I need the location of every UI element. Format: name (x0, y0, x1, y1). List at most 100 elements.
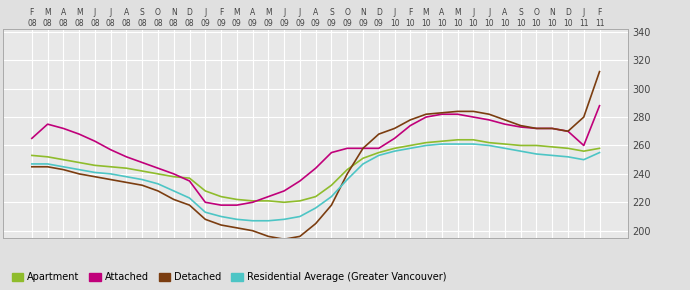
Apartment (564, 146, 572, 150)
Attached (154, 166, 162, 170)
Residential Average (Greater Vancouver) (43, 162, 52, 166)
Detached (375, 132, 383, 136)
Attached (359, 146, 367, 150)
Detached (564, 130, 572, 133)
Detached (248, 229, 257, 233)
Residential Average (Greater Vancouver) (106, 172, 115, 176)
Detached (327, 203, 335, 207)
Detached (485, 113, 493, 116)
Apartment (154, 172, 162, 176)
Attached (28, 137, 36, 140)
Apartment (391, 146, 399, 150)
Line: Apartment: Apartment (32, 140, 600, 202)
Apartment (532, 144, 540, 147)
Apartment (248, 199, 257, 203)
Attached (564, 130, 572, 133)
Residential Average (Greater Vancouver) (437, 142, 446, 146)
Attached (391, 137, 399, 140)
Residential Average (Greater Vancouver) (359, 162, 367, 166)
Apartment (375, 151, 383, 154)
Residential Average (Greater Vancouver) (391, 149, 399, 153)
Residential Average (Greater Vancouver) (501, 146, 509, 150)
Apartment (233, 198, 241, 201)
Detached (406, 118, 415, 122)
Attached (469, 115, 477, 119)
Attached (406, 124, 415, 127)
Detached (201, 218, 210, 221)
Apartment (138, 169, 146, 173)
Detached (501, 118, 509, 122)
Detached (280, 238, 288, 241)
Apartment (595, 146, 604, 150)
Apartment (43, 155, 52, 159)
Detached (453, 110, 462, 113)
Detached (437, 111, 446, 115)
Apartment (106, 165, 115, 168)
Detached (186, 203, 194, 207)
Attached (548, 127, 556, 130)
Detached (28, 165, 36, 168)
Line: Attached: Attached (32, 106, 600, 205)
Residential Average (Greater Vancouver) (469, 142, 477, 146)
Residential Average (Greater Vancouver) (532, 152, 540, 156)
Detached (59, 168, 68, 171)
Residential Average (Greater Vancouver) (217, 215, 225, 218)
Residential Average (Greater Vancouver) (453, 142, 462, 146)
Apartment (28, 154, 36, 157)
Detached (595, 70, 604, 73)
Attached (217, 203, 225, 207)
Residential Average (Greater Vancouver) (28, 162, 36, 166)
Attached (43, 122, 52, 126)
Residential Average (Greater Vancouver) (201, 211, 210, 214)
Detached (106, 178, 115, 181)
Attached (170, 172, 178, 176)
Residential Average (Greater Vancouver) (312, 206, 320, 210)
Attached (296, 179, 304, 183)
Apartment (296, 199, 304, 203)
Apartment (122, 166, 130, 170)
Detached (422, 113, 430, 116)
Residential Average (Greater Vancouver) (186, 196, 194, 200)
Residential Average (Greater Vancouver) (91, 171, 99, 174)
Apartment (201, 189, 210, 193)
Attached (280, 189, 288, 193)
Attached (485, 118, 493, 122)
Apartment (75, 161, 83, 164)
Residential Average (Greater Vancouver) (122, 175, 130, 178)
Detached (170, 198, 178, 201)
Attached (453, 113, 462, 116)
Detached (296, 235, 304, 238)
Apartment (580, 149, 588, 153)
Apartment (359, 157, 367, 160)
Apartment (91, 164, 99, 167)
Attached (532, 127, 540, 130)
Apartment (264, 199, 273, 203)
Apartment (485, 141, 493, 144)
Line: Detached: Detached (32, 72, 600, 239)
Residential Average (Greater Vancouver) (517, 149, 525, 153)
Residential Average (Greater Vancouver) (264, 219, 273, 222)
Residential Average (Greater Vancouver) (422, 144, 430, 147)
Detached (548, 127, 556, 130)
Residential Average (Greater Vancouver) (327, 195, 335, 198)
Apartment (406, 144, 415, 147)
Attached (186, 179, 194, 183)
Apartment (327, 184, 335, 187)
Residential Average (Greater Vancouver) (548, 154, 556, 157)
Detached (580, 115, 588, 119)
Detached (469, 110, 477, 113)
Attached (248, 201, 257, 204)
Detached (312, 222, 320, 225)
Apartment (453, 138, 462, 142)
Legend: Apartment, Attached, Detached, Residential Average (Greater Vancouver): Apartment, Attached, Detached, Residenti… (12, 272, 446, 282)
Detached (138, 184, 146, 187)
Residential Average (Greater Vancouver) (75, 168, 83, 171)
Residential Average (Greater Vancouver) (248, 219, 257, 222)
Apartment (280, 201, 288, 204)
Residential Average (Greater Vancouver) (595, 151, 604, 154)
Apartment (469, 138, 477, 142)
Detached (391, 127, 399, 130)
Apartment (517, 144, 525, 147)
Attached (91, 139, 99, 143)
Attached (106, 148, 115, 151)
